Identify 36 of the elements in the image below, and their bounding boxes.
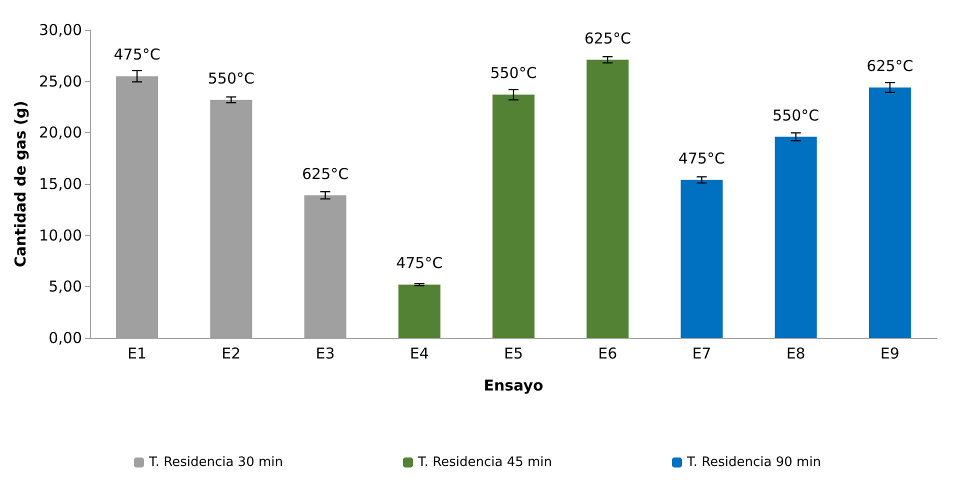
bar: [398, 284, 440, 338]
annotation: 550°C: [208, 69, 254, 88]
annotation: 475°C: [678, 149, 726, 168]
bar: [586, 60, 629, 338]
bar: [680, 180, 723, 338]
x-axis-title: Ensayo: [484, 376, 544, 394]
y-tick-label: 30,00: [39, 21, 82, 39]
y-tick-label: 5,00: [48, 278, 82, 296]
y-tick-label: 0,00: [48, 329, 82, 347]
annotation: 625°C: [584, 29, 631, 48]
x-tick-label: E6: [598, 344, 618, 362]
x-tick-label: E1: [128, 344, 147, 362]
y-axis-title: Cantidad de gas (g): [12, 100, 30, 268]
annotation: 475°C: [114, 46, 160, 64]
annotation: 625°C: [866, 56, 914, 75]
bar: [492, 94, 534, 338]
y-tick-label: 25,00: [39, 72, 82, 90]
legend-label: T. Residencia 45 min: [416, 455, 552, 470]
y-tick-label: 20,00: [39, 124, 82, 142]
legend-label: T. Residencia 90 min: [686, 455, 822, 470]
x-tick-label: E2: [222, 344, 241, 362]
x-tick-label: E9: [880, 344, 900, 362]
annotation: 550°C: [772, 106, 820, 124]
annotation: 550°C: [490, 64, 537, 82]
x-tick-label: E5: [504, 344, 524, 362]
x-tick-label: E8: [786, 344, 806, 362]
bar: [774, 136, 817, 338]
x-tick-label: E4: [410, 344, 429, 362]
x-tick-label: E7: [692, 344, 712, 362]
y-tick-label: 15,00: [39, 175, 82, 193]
annotation: 625°C: [302, 164, 349, 183]
legend-label: T. Residencia 30 min: [148, 455, 283, 470]
annotation: 475°C: [396, 254, 443, 272]
x-tick-label: E3: [316, 344, 335, 362]
bar: [868, 87, 911, 338]
y-tick-label: 10,00: [39, 226, 82, 244]
